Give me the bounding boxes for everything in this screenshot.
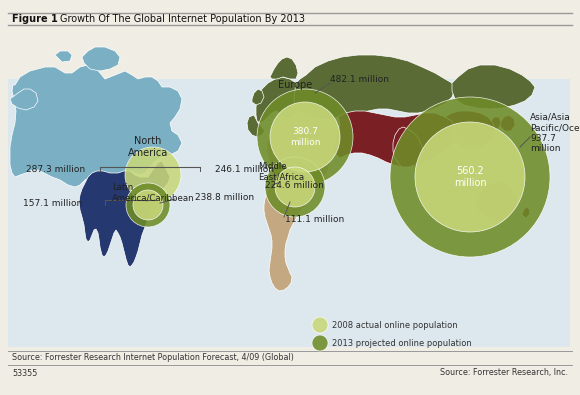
Text: Figure 1: Figure 1 bbox=[12, 14, 58, 24]
Circle shape bbox=[126, 183, 170, 227]
Polygon shape bbox=[452, 65, 535, 109]
Text: 238.8 million: 238.8 million bbox=[195, 192, 254, 201]
Text: North
America: North America bbox=[128, 136, 168, 158]
Text: Asia/Asia
Pacific/Oceania
937.7
million: Asia/Asia Pacific/Oceania 937.7 million bbox=[530, 113, 580, 153]
Circle shape bbox=[312, 335, 328, 351]
Text: 380.7
million: 380.7 million bbox=[290, 127, 320, 147]
Polygon shape bbox=[10, 89, 38, 110]
Text: 111.1 million: 111.1 million bbox=[285, 216, 345, 224]
Text: Latin
America/Caribbean: Latin America/Caribbean bbox=[112, 183, 195, 203]
Circle shape bbox=[257, 89, 353, 185]
Text: Europe: Europe bbox=[278, 80, 312, 90]
Text: Source: Forrester Research Internet Population Forecast, 4/09 (Global): Source: Forrester Research Internet Popu… bbox=[12, 352, 294, 361]
Text: 2008 actual online population: 2008 actual online population bbox=[332, 320, 458, 329]
Polygon shape bbox=[10, 65, 182, 187]
Polygon shape bbox=[55, 51, 72, 62]
Polygon shape bbox=[256, 77, 306, 123]
Text: 246.1 million: 246.1 million bbox=[215, 166, 274, 175]
Circle shape bbox=[390, 97, 550, 257]
Circle shape bbox=[133, 190, 163, 220]
Text: 482.1 million: 482.1 million bbox=[330, 75, 389, 85]
Polygon shape bbox=[294, 55, 455, 119]
Circle shape bbox=[312, 317, 328, 333]
Circle shape bbox=[125, 147, 181, 203]
Text: 157.1 million: 157.1 million bbox=[23, 199, 82, 207]
Polygon shape bbox=[522, 207, 530, 218]
Circle shape bbox=[275, 167, 315, 207]
Polygon shape bbox=[307, 123, 332, 151]
Polygon shape bbox=[500, 115, 515, 131]
Polygon shape bbox=[286, 115, 342, 165]
Polygon shape bbox=[79, 161, 170, 267]
Polygon shape bbox=[247, 115, 265, 137]
Circle shape bbox=[415, 122, 525, 232]
Circle shape bbox=[270, 102, 340, 172]
Circle shape bbox=[265, 157, 325, 217]
Bar bbox=[8, 79, 570, 347]
Polygon shape bbox=[252, 89, 264, 105]
Text: Middle
East/Africa: Middle East/Africa bbox=[258, 162, 304, 182]
Text: Source: Forrester Research, Inc.: Source: Forrester Research, Inc. bbox=[440, 369, 568, 378]
Polygon shape bbox=[393, 127, 423, 167]
Text: 224.6 million: 224.6 million bbox=[265, 181, 324, 190]
Polygon shape bbox=[490, 117, 501, 129]
Polygon shape bbox=[475, 181, 518, 221]
Polygon shape bbox=[270, 57, 298, 79]
Polygon shape bbox=[333, 111, 458, 167]
Text: 560.2
million: 560.2 million bbox=[454, 166, 486, 188]
Polygon shape bbox=[457, 121, 488, 151]
Polygon shape bbox=[445, 111, 495, 149]
Polygon shape bbox=[82, 47, 120, 71]
Text: 287.3 million: 287.3 million bbox=[26, 166, 85, 175]
Text: 2013 projected online population: 2013 projected online population bbox=[332, 339, 472, 348]
Text: Growth Of The Global Internet Population By 2013: Growth Of The Global Internet Population… bbox=[60, 14, 305, 24]
Polygon shape bbox=[264, 117, 334, 291]
Text: 53355: 53355 bbox=[12, 369, 37, 378]
